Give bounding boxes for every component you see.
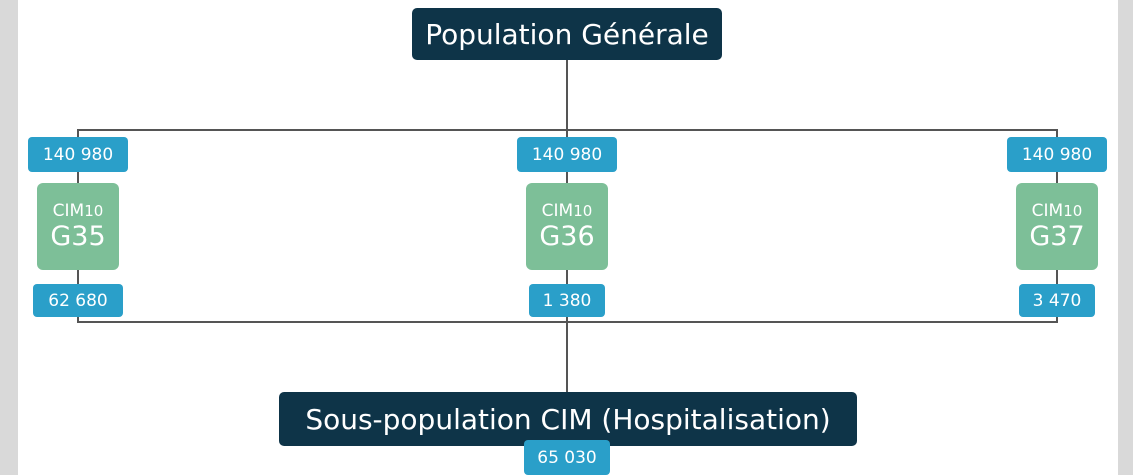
classification-name: CIM	[52, 200, 85, 221]
count-out: 1 380	[529, 284, 605, 317]
connector	[566, 321, 568, 396]
count-in: 140 980	[1007, 137, 1107, 172]
count-in: 140 980	[28, 137, 128, 172]
classification: CIM10	[542, 201, 593, 221]
classification-version: 10	[1063, 201, 1083, 220]
count-out: 62 680	[33, 284, 123, 317]
connector	[566, 55, 568, 132]
code-node: CIM10 G37	[1016, 183, 1098, 270]
top-node: Population Générale	[412, 8, 722, 60]
code-node: CIM10 G36	[526, 183, 608, 270]
code: G37	[1029, 220, 1085, 252]
bottom-count: 65 030	[524, 440, 610, 475]
classification: CIM10	[53, 201, 104, 221]
classification: CIM10	[1032, 201, 1083, 221]
count-out: 3 470	[1019, 284, 1095, 317]
bottom-node: Sous-population CIM (Hospitalisation)	[279, 392, 857, 446]
classification-version: 10	[84, 201, 104, 220]
code: G36	[539, 220, 595, 252]
code: G35	[50, 220, 106, 252]
diagram: Population Générale Sous-population CIM …	[18, 0, 1118, 475]
count-in: 140 980	[517, 137, 617, 172]
code-node: CIM10 G35	[37, 183, 119, 270]
classification-version: 10	[573, 201, 593, 220]
classification-name: CIM	[1031, 200, 1064, 221]
classification-name: CIM	[541, 200, 574, 221]
